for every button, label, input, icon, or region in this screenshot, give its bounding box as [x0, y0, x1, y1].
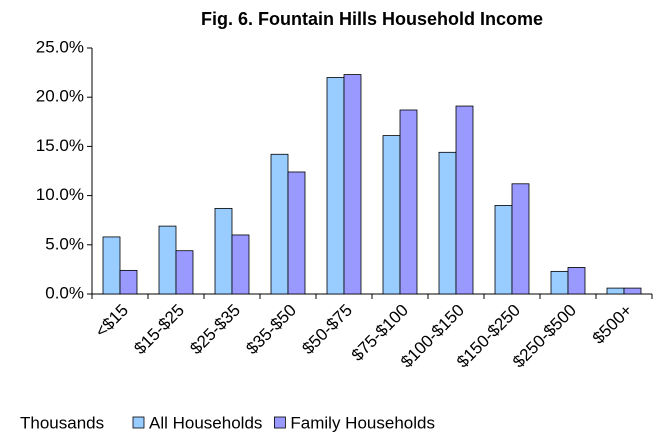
- bar: [438, 151, 457, 295]
- bar: [550, 270, 569, 295]
- bar: [567, 267, 586, 295]
- bar: [382, 135, 401, 295]
- x-axis-title: Thousands: [20, 413, 104, 432]
- y-tick-label: 25.0%: [36, 37, 84, 56]
- bar: [399, 109, 418, 295]
- y-tick-label: 15.0%: [36, 136, 84, 155]
- y-tick-label: 10.0%: [36, 185, 84, 204]
- x-tick-label: $35-$50: [242, 301, 300, 359]
- legend-label: Family Households: [290, 413, 435, 432]
- bar: [231, 234, 250, 295]
- x-tick-label: $25-$35: [186, 301, 244, 359]
- bar: [343, 74, 362, 295]
- bar: [606, 287, 625, 295]
- bar: [326, 77, 345, 295]
- chart-title: Fig. 6. Fountain Hills Household Income: [201, 9, 543, 29]
- y-tick-label: 5.0%: [45, 234, 84, 253]
- bar: [102, 236, 121, 295]
- bar: [623, 287, 642, 295]
- legend-swatch: [274, 416, 286, 429]
- legend-swatch: [132, 416, 145, 429]
- bar: [119, 269, 138, 295]
- x-tick-label: $50-$75: [298, 301, 356, 359]
- y-tick-label: 0.0%: [45, 283, 84, 302]
- bar: [175, 250, 194, 295]
- x-tick-label: $500+: [589, 301, 636, 348]
- bar: [214, 207, 233, 295]
- bar: [158, 225, 177, 295]
- y-tick-label: 20.0%: [36, 87, 84, 106]
- x-tick-label: $15-$25: [130, 301, 188, 359]
- bar: [287, 171, 306, 295]
- bar: [455, 105, 474, 295]
- bar: [270, 153, 289, 295]
- bar: [511, 183, 530, 295]
- x-tick-label: <$15: [91, 301, 132, 342]
- legend-label: All Households: [149, 413, 262, 432]
- bar: [494, 205, 513, 295]
